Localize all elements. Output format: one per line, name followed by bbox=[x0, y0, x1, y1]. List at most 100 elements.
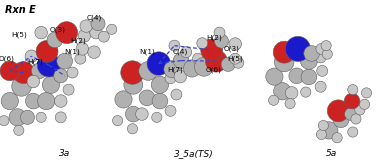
Ellipse shape bbox=[348, 85, 358, 95]
Ellipse shape bbox=[169, 40, 180, 51]
Ellipse shape bbox=[327, 100, 349, 122]
Ellipse shape bbox=[183, 60, 201, 77]
Ellipse shape bbox=[139, 90, 155, 106]
Ellipse shape bbox=[56, 22, 78, 44]
Ellipse shape bbox=[90, 26, 102, 39]
Ellipse shape bbox=[54, 95, 67, 107]
Ellipse shape bbox=[152, 93, 168, 109]
Ellipse shape bbox=[1, 92, 18, 110]
Ellipse shape bbox=[14, 125, 24, 135]
Ellipse shape bbox=[98, 31, 109, 42]
Ellipse shape bbox=[233, 57, 244, 68]
Ellipse shape bbox=[304, 46, 319, 61]
Ellipse shape bbox=[57, 53, 73, 69]
Ellipse shape bbox=[20, 110, 34, 124]
Ellipse shape bbox=[35, 26, 47, 39]
Ellipse shape bbox=[285, 98, 295, 109]
Ellipse shape bbox=[173, 53, 189, 68]
Ellipse shape bbox=[147, 52, 171, 75]
Ellipse shape bbox=[37, 53, 61, 77]
Ellipse shape bbox=[36, 112, 46, 122]
Ellipse shape bbox=[152, 112, 162, 122]
Ellipse shape bbox=[332, 133, 342, 143]
Ellipse shape bbox=[107, 24, 117, 34]
Ellipse shape bbox=[136, 108, 148, 120]
Ellipse shape bbox=[315, 52, 326, 63]
Text: H(5): H(5) bbox=[227, 56, 243, 62]
Ellipse shape bbox=[229, 38, 241, 50]
Ellipse shape bbox=[205, 50, 227, 72]
Ellipse shape bbox=[78, 30, 91, 42]
Ellipse shape bbox=[351, 114, 361, 124]
Text: H(7): H(7) bbox=[168, 67, 183, 73]
Ellipse shape bbox=[194, 57, 213, 76]
Ellipse shape bbox=[165, 105, 176, 116]
Ellipse shape bbox=[322, 49, 332, 59]
Text: 3_5a(TS): 3_5a(TS) bbox=[174, 149, 214, 158]
Text: N(1): N(1) bbox=[64, 49, 80, 55]
Ellipse shape bbox=[361, 88, 372, 98]
Ellipse shape bbox=[359, 99, 370, 109]
Text: H(7): H(7) bbox=[27, 59, 43, 65]
Ellipse shape bbox=[274, 83, 291, 100]
Ellipse shape bbox=[127, 124, 138, 134]
Ellipse shape bbox=[285, 36, 310, 61]
Ellipse shape bbox=[181, 47, 192, 58]
Ellipse shape bbox=[321, 41, 331, 51]
Ellipse shape bbox=[13, 62, 34, 83]
Ellipse shape bbox=[318, 120, 328, 131]
Text: O(3): O(3) bbox=[50, 27, 66, 33]
Ellipse shape bbox=[317, 65, 328, 76]
Ellipse shape bbox=[115, 91, 132, 108]
Ellipse shape bbox=[36, 40, 58, 62]
Ellipse shape bbox=[63, 84, 74, 95]
Ellipse shape bbox=[25, 50, 38, 62]
Ellipse shape bbox=[121, 61, 144, 84]
Ellipse shape bbox=[25, 93, 41, 109]
Ellipse shape bbox=[201, 39, 223, 61]
Ellipse shape bbox=[174, 70, 187, 83]
Ellipse shape bbox=[301, 87, 311, 97]
Text: O(3): O(3) bbox=[223, 46, 239, 52]
Text: H(2): H(2) bbox=[71, 37, 86, 44]
Text: C(4): C(4) bbox=[173, 49, 188, 55]
Ellipse shape bbox=[273, 41, 295, 63]
Ellipse shape bbox=[274, 52, 294, 72]
Ellipse shape bbox=[31, 63, 47, 79]
Ellipse shape bbox=[192, 53, 203, 64]
Ellipse shape bbox=[67, 67, 78, 78]
Ellipse shape bbox=[355, 105, 365, 115]
Ellipse shape bbox=[214, 34, 229, 48]
Ellipse shape bbox=[348, 127, 358, 137]
Ellipse shape bbox=[171, 89, 182, 100]
Ellipse shape bbox=[197, 38, 208, 49]
Text: N(1): N(1) bbox=[139, 49, 155, 55]
Ellipse shape bbox=[300, 52, 318, 69]
Ellipse shape bbox=[54, 69, 68, 83]
Ellipse shape bbox=[88, 46, 100, 58]
Ellipse shape bbox=[301, 69, 317, 85]
Text: H(5): H(5) bbox=[12, 31, 27, 38]
Ellipse shape bbox=[285, 87, 298, 99]
Ellipse shape bbox=[266, 68, 283, 85]
Ellipse shape bbox=[47, 32, 63, 48]
Ellipse shape bbox=[230, 53, 241, 64]
Ellipse shape bbox=[27, 75, 40, 88]
Ellipse shape bbox=[139, 61, 158, 80]
Ellipse shape bbox=[321, 122, 338, 139]
Ellipse shape bbox=[0, 61, 20, 81]
Ellipse shape bbox=[9, 109, 26, 126]
Ellipse shape bbox=[344, 93, 360, 109]
Ellipse shape bbox=[315, 81, 326, 92]
Ellipse shape bbox=[316, 129, 327, 140]
Ellipse shape bbox=[55, 112, 66, 123]
Ellipse shape bbox=[333, 112, 349, 128]
Ellipse shape bbox=[75, 53, 86, 64]
Text: Rxn E: Rxn E bbox=[5, 5, 35, 15]
Text: O(6): O(6) bbox=[206, 67, 221, 73]
Ellipse shape bbox=[0, 116, 9, 126]
Ellipse shape bbox=[125, 106, 141, 122]
Ellipse shape bbox=[151, 76, 169, 93]
Ellipse shape bbox=[91, 17, 105, 31]
Ellipse shape bbox=[214, 27, 225, 38]
